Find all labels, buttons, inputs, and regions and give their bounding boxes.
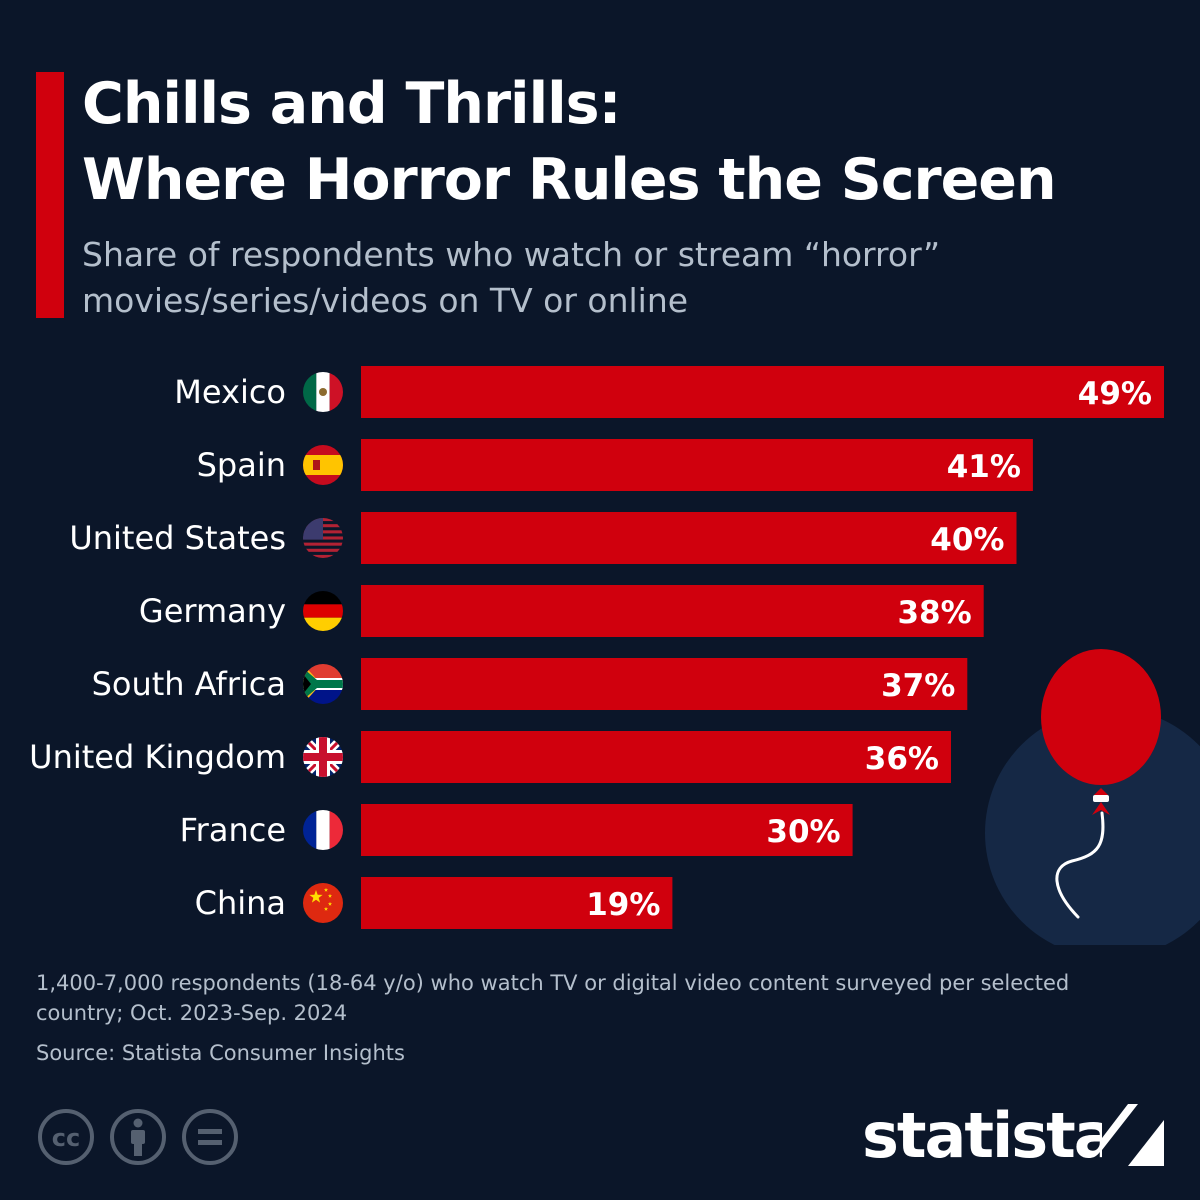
title-accent-bar bbox=[36, 72, 64, 318]
bar-chart: Mexico 49% Spain 41% United States 40% Germany… bbox=[29, 366, 1164, 929]
creative-commons-icon[interactable]: cc bbox=[38, 1109, 94, 1165]
category-label: South Africa bbox=[92, 665, 286, 703]
category-label: Germany bbox=[139, 592, 286, 630]
france-flag-icon bbox=[303, 810, 343, 850]
value-label: 36% bbox=[865, 741, 939, 777]
chart-subtitle: Share of respondents who watch or stream… bbox=[82, 232, 1162, 324]
bar bbox=[361, 366, 1164, 418]
statista-brand[interactable]: statista bbox=[862, 1096, 1172, 1176]
value-label: 49% bbox=[1078, 376, 1152, 412]
category-label: United Kingdom bbox=[29, 738, 286, 776]
germany-flag-icon bbox=[303, 591, 343, 631]
usa-flag-icon bbox=[303, 518, 343, 558]
uk-flag-icon bbox=[303, 737, 343, 777]
bar bbox=[361, 731, 951, 783]
value-label: 19% bbox=[586, 887, 660, 923]
category-label: United States bbox=[69, 519, 286, 557]
license-icons: cc bbox=[38, 1109, 238, 1165]
value-label: 38% bbox=[897, 595, 971, 631]
mexico-flag-icon bbox=[303, 372, 343, 412]
no-derivatives-icon[interactable] bbox=[182, 1109, 238, 1165]
bar bbox=[361, 877, 673, 929]
category-label: France bbox=[180, 811, 286, 849]
bar bbox=[361, 439, 1033, 491]
red-balloon-icon bbox=[985, 649, 1200, 945]
footnote-line-2: country; Oct. 2023-Sep. 2024 bbox=[36, 1001, 348, 1025]
bar bbox=[361, 585, 984, 637]
title-line-2: Where Horror Rules the Screen bbox=[82, 147, 1057, 213]
statista-logo-icon bbox=[1102, 1104, 1164, 1166]
chart-title: Chills and Thrills: Where Horror Rules t… bbox=[82, 66, 1182, 218]
value-label: 41% bbox=[947, 449, 1021, 485]
category-label: Mexico bbox=[174, 373, 286, 411]
china-flag-icon bbox=[303, 883, 343, 923]
south-africa-flag-icon bbox=[303, 664, 343, 704]
footnote-line-1: 1,400-7,000 respondents (18-64 y/o) who … bbox=[36, 971, 1070, 995]
value-label: 37% bbox=[881, 668, 955, 704]
survey-footnote: 1,400-7,000 respondents (18-64 y/o) who … bbox=[36, 968, 1166, 1028]
bar bbox=[361, 512, 1017, 564]
bar bbox=[361, 804, 853, 856]
value-label: 40% bbox=[930, 522, 1004, 558]
spain-flag-icon bbox=[303, 445, 343, 485]
title-line-1: Chills and Thrills: bbox=[82, 71, 621, 137]
value-label: 30% bbox=[766, 814, 840, 850]
category-label: China bbox=[195, 884, 286, 922]
subtitle-line-1: Share of respondents who watch or stream… bbox=[82, 235, 941, 274]
attribution-icon[interactable] bbox=[110, 1109, 166, 1165]
subtitle-line-2: movies/series/videos on TV or online bbox=[82, 281, 689, 320]
bar bbox=[361, 658, 968, 710]
category-label: Spain bbox=[197, 446, 286, 484]
creative-commons-label: cc bbox=[52, 1124, 80, 1152]
statista-wordmark: statista bbox=[862, 1099, 1116, 1172]
source-note: Source: Statista Consumer Insights bbox=[36, 1041, 405, 1065]
